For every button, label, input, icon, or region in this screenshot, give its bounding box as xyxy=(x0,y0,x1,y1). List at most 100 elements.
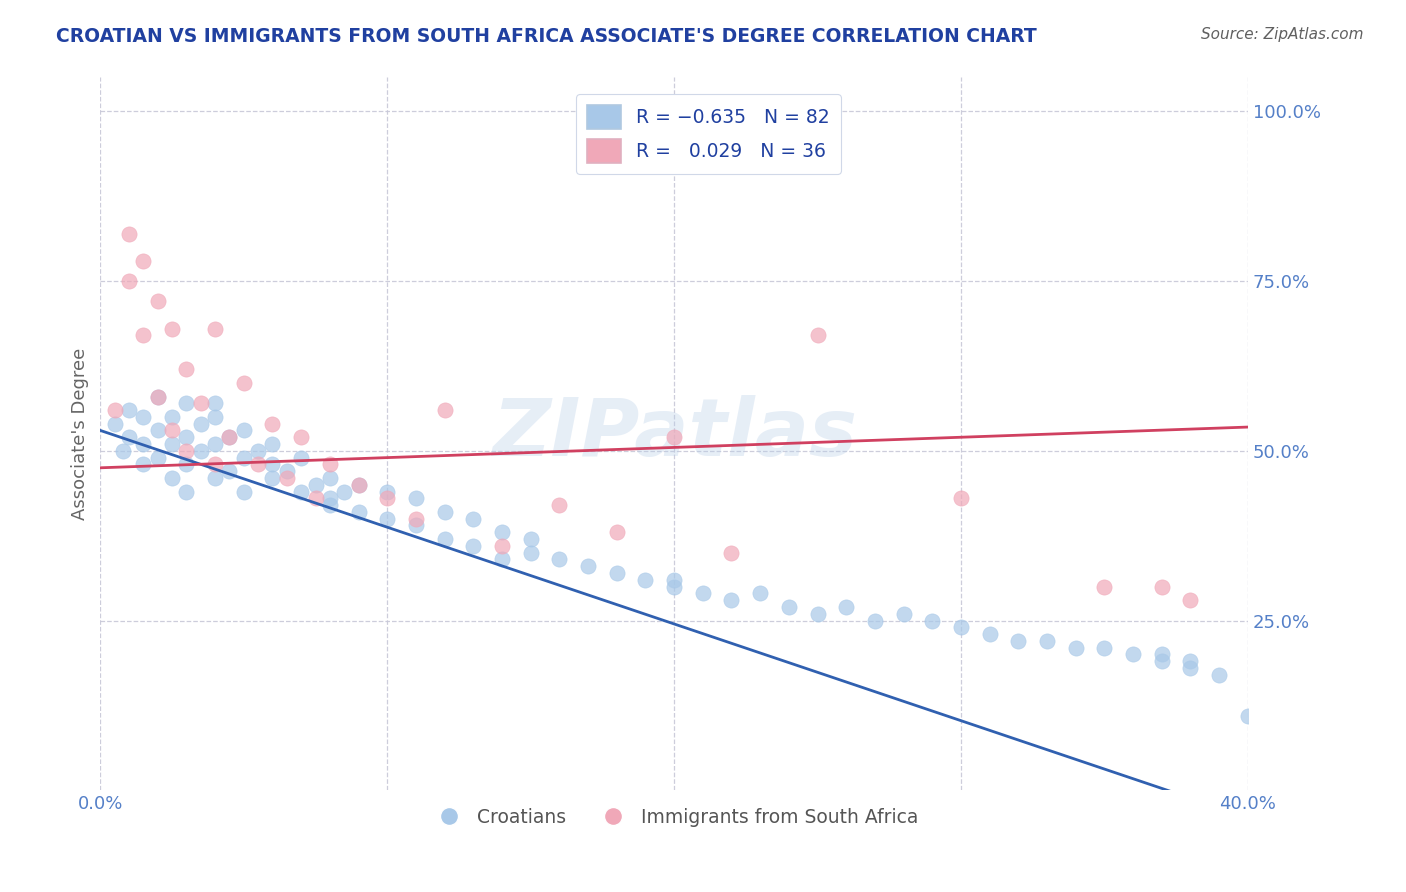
Point xyxy=(433,505,456,519)
Point xyxy=(160,409,183,424)
Point xyxy=(232,450,254,465)
Point xyxy=(576,559,599,574)
Point xyxy=(176,484,198,499)
Point xyxy=(433,532,456,546)
Point xyxy=(405,518,427,533)
Point xyxy=(176,443,198,458)
Point xyxy=(720,546,742,560)
Point xyxy=(806,607,828,621)
Point xyxy=(146,450,169,465)
Point xyxy=(190,417,212,431)
Point xyxy=(218,430,240,444)
Point xyxy=(104,403,127,417)
Point xyxy=(118,430,141,444)
Point xyxy=(1007,634,1029,648)
Point xyxy=(262,458,284,472)
Point xyxy=(290,430,312,444)
Point xyxy=(1237,708,1260,723)
Point xyxy=(1064,640,1087,655)
Point xyxy=(190,396,212,410)
Point xyxy=(1180,593,1202,607)
Point xyxy=(1036,634,1059,648)
Point xyxy=(662,580,685,594)
Point xyxy=(146,424,169,438)
Point xyxy=(304,477,326,491)
Point xyxy=(319,458,342,472)
Point xyxy=(204,409,226,424)
Point xyxy=(347,505,370,519)
Point xyxy=(247,443,270,458)
Text: ZIPatlas: ZIPatlas xyxy=(492,395,856,473)
Point xyxy=(463,512,485,526)
Point xyxy=(204,396,226,410)
Point xyxy=(262,417,284,431)
Text: Source: ZipAtlas.com: Source: ZipAtlas.com xyxy=(1201,27,1364,42)
Point xyxy=(160,437,183,451)
Point xyxy=(333,484,356,499)
Point xyxy=(463,539,485,553)
Point xyxy=(112,443,135,458)
Point xyxy=(1150,654,1173,668)
Point xyxy=(949,491,972,506)
Point xyxy=(347,477,370,491)
Point xyxy=(519,546,541,560)
Point xyxy=(132,328,155,343)
Point xyxy=(132,409,155,424)
Point xyxy=(204,321,226,335)
Point xyxy=(190,443,212,458)
Point xyxy=(176,458,198,472)
Point xyxy=(1150,648,1173,662)
Point xyxy=(290,484,312,499)
Point xyxy=(232,484,254,499)
Point xyxy=(662,430,685,444)
Point xyxy=(720,593,742,607)
Point xyxy=(692,586,714,600)
Point xyxy=(104,417,127,431)
Point xyxy=(1092,640,1115,655)
Point xyxy=(304,491,326,506)
Point xyxy=(491,552,513,566)
Point xyxy=(1122,648,1144,662)
Point xyxy=(146,390,169,404)
Point xyxy=(118,274,141,288)
Point xyxy=(405,512,427,526)
Point xyxy=(1092,580,1115,594)
Point xyxy=(232,424,254,438)
Point xyxy=(232,376,254,390)
Y-axis label: Associate's Degree: Associate's Degree xyxy=(72,348,89,520)
Point xyxy=(606,566,628,580)
Point xyxy=(949,620,972,634)
Point xyxy=(262,437,284,451)
Point xyxy=(132,458,155,472)
Point xyxy=(375,512,398,526)
Point xyxy=(662,573,685,587)
Point xyxy=(262,471,284,485)
Point xyxy=(146,294,169,309)
Point xyxy=(375,491,398,506)
Point xyxy=(204,458,226,472)
Point xyxy=(433,403,456,417)
Point xyxy=(347,477,370,491)
Point xyxy=(176,396,198,410)
Point xyxy=(806,328,828,343)
Point xyxy=(548,498,571,512)
Point xyxy=(218,430,240,444)
Point xyxy=(778,599,800,614)
Point xyxy=(375,484,398,499)
Point xyxy=(160,424,183,438)
Point xyxy=(863,614,886,628)
Point xyxy=(1208,668,1230,682)
Point xyxy=(118,227,141,241)
Point xyxy=(118,403,141,417)
Point xyxy=(405,491,427,506)
Point xyxy=(1150,580,1173,594)
Point xyxy=(132,253,155,268)
Point xyxy=(634,573,657,587)
Point xyxy=(893,607,915,621)
Point xyxy=(491,525,513,540)
Point xyxy=(749,586,772,600)
Point xyxy=(921,614,943,628)
Point xyxy=(176,362,198,376)
Point xyxy=(146,390,169,404)
Point xyxy=(160,321,183,335)
